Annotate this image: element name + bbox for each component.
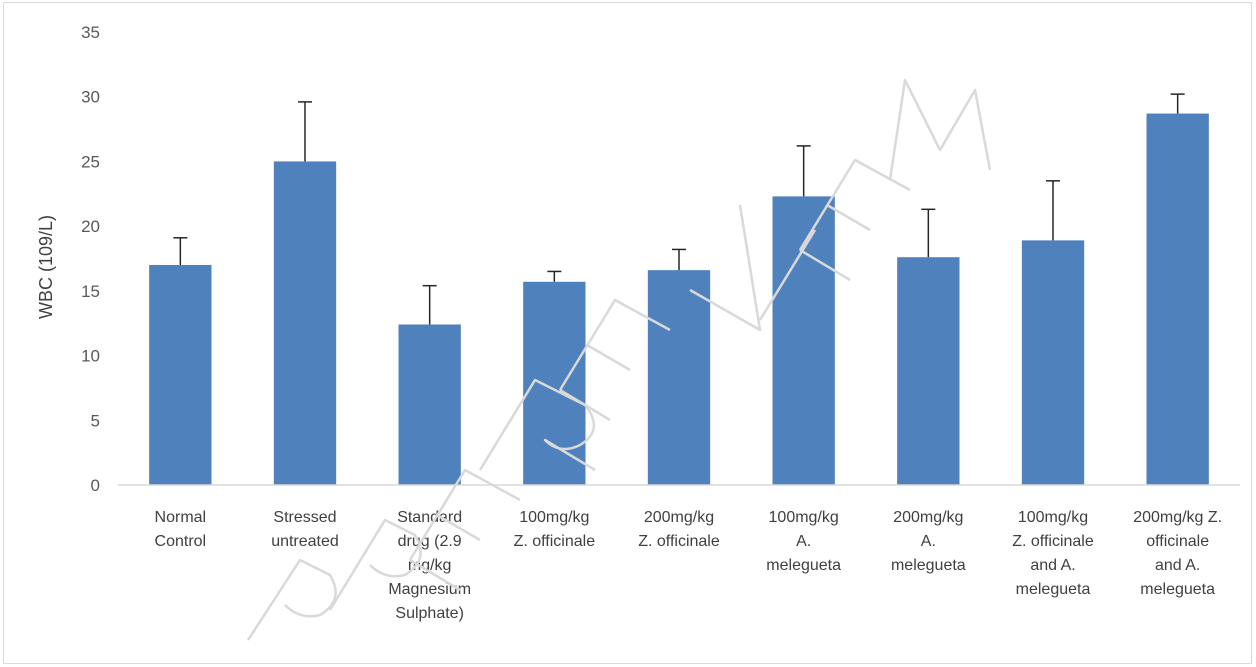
x-tick-label: Stressed untreated — [271, 509, 339, 550]
x-tick-label: Standard drug (2.9 mg/kg Magnesium Sulphate) — [388, 509, 471, 622]
bar — [773, 196, 835, 485]
x-tick-label: 100mg/kg A. melegueta — [766, 509, 841, 574]
y-tick-label: 0 — [91, 476, 100, 495]
y-axis-label: WBC (109/L) — [36, 215, 56, 319]
x-tick-label: 200mg/kg Z. officinale — [638, 509, 720, 550]
y-tick-label: 15 — [81, 282, 100, 301]
y-tick-label: 10 — [81, 347, 100, 366]
bars — [149, 114, 1209, 485]
x-tick-label: 100mg/kg Z. officinale and A. melegueta — [1012, 509, 1094, 598]
x-tick-label: 100mg/kg Z. officinale — [514, 509, 596, 550]
bar — [274, 161, 336, 485]
y-tick-label: 5 — [91, 411, 100, 430]
y-axis: 0 5 10 15 20 25 30 35 — [81, 23, 100, 495]
bar — [648, 270, 710, 485]
x-axis-labels: Normal Control Stressed untreated Standard dr… — [155, 509, 1223, 622]
y-tick-label: 25 — [81, 152, 100, 171]
x-tick-label: 200mg/kg Z. officinale and A. melegueta — [1133, 509, 1222, 598]
bar — [1147, 114, 1209, 485]
bar — [1022, 240, 1084, 485]
y-tick-label: 30 — [81, 88, 100, 107]
bar — [149, 265, 211, 485]
x-tick-label: 200mg/kg A. melegueta — [891, 509, 966, 574]
x-tick-label: Normal Control — [155, 509, 207, 550]
y-tick-label: 20 — [81, 217, 100, 236]
bar — [897, 257, 959, 485]
bar — [399, 325, 461, 485]
y-tick-label: 35 — [81, 23, 100, 42]
bar — [523, 282, 585, 485]
